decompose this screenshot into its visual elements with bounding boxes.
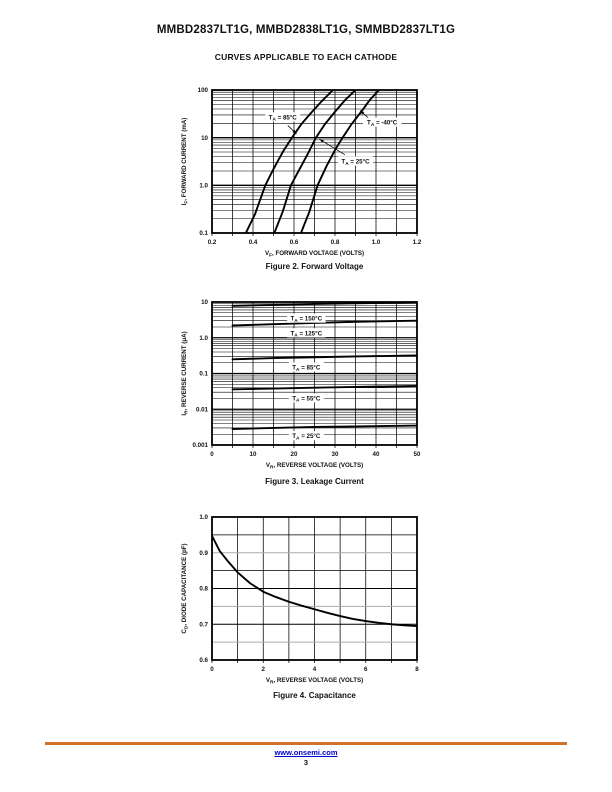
svg-text:6: 6 xyxy=(364,666,368,673)
page-subtitle: CURVES APPLICABLE TO EACH CATHODE xyxy=(214,52,398,62)
svg-text:4: 4 xyxy=(313,666,317,673)
svg-text:TA = 85°C: TA = 85°C xyxy=(292,364,321,372)
svg-text:0.8: 0.8 xyxy=(331,239,340,246)
svg-text:0.4: 0.4 xyxy=(249,239,258,246)
figure2-caption: Figure 2. Forward Voltage xyxy=(265,262,364,271)
svg-text:TA = 25°C: TA = 25°C xyxy=(292,433,321,441)
capacitance-chart: 0 2 4 6 8 1.0 0.9 0.8 0.7 0.6 VR, REVERSE VOLTAGE … xyxy=(181,514,419,685)
svg-text:0.9: 0.9 xyxy=(199,550,208,557)
svg-text:1.2: 1.2 xyxy=(413,239,422,246)
svg-text:50: 50 xyxy=(414,451,421,458)
svg-text:2: 2 xyxy=(262,666,266,673)
svg-text:8: 8 xyxy=(415,666,419,673)
page-number: 3 xyxy=(303,758,309,767)
svg-text:TA = 150°C: TA = 150°C xyxy=(291,315,323,323)
svg-text:CD, DIODE CAPACITANCE (pF): CD, DIODE CAPACITANCE (pF) xyxy=(181,543,189,633)
svg-text:0.01: 0.01 xyxy=(196,406,209,413)
svg-text:1.0: 1.0 xyxy=(199,183,208,190)
svg-text:IF, FORWARD CURRENT (mA): IF, FORWARD CURRENT (mA) xyxy=(181,118,189,206)
svg-text:0: 0 xyxy=(210,666,214,673)
svg-text:TA = 85°C: TA = 85°C xyxy=(269,114,298,122)
page-title: MMBD2837LT1G, MMBD2838LT1G, SMMBD2837LT1… xyxy=(156,24,456,36)
svg-text:0.1: 0.1 xyxy=(199,230,208,237)
svg-text:0.6: 0.6 xyxy=(199,657,208,664)
svg-text:100: 100 xyxy=(198,87,209,94)
svg-text:40: 40 xyxy=(373,451,380,458)
figure2-forward-voltage: 0.2 0.4 0.6 0.8 1.0 1.2 100 10 1.0 0.1 VF, FORWARD… xyxy=(170,82,470,264)
svg-text:10: 10 xyxy=(250,451,257,458)
figure3-caption: Figure 3. Leakage Current xyxy=(265,477,364,486)
svg-text:TA = 55°C: TA = 55°C xyxy=(292,395,321,403)
svg-text:10: 10 xyxy=(201,135,208,142)
footer-rule xyxy=(45,742,567,745)
svg-text:TA = 25°C: TA = 25°C xyxy=(341,158,370,166)
svg-text:0.8: 0.8 xyxy=(199,586,208,593)
svg-text:0.1: 0.1 xyxy=(199,371,208,378)
leakage-current-chart: 0 10 20 30 40 50 10 1.0 0.1 0.01 0.001 VR, REVERSE … xyxy=(181,299,421,470)
svg-text:1.0: 1.0 xyxy=(372,239,381,246)
svg-text:0: 0 xyxy=(210,451,214,458)
figure3-leakage-current: 0 10 20 30 40 50 10 1.0 0.1 0.01 0.001 VR, REVERSE … xyxy=(170,294,470,476)
onsemi-link[interactable]: www.onsemi.com xyxy=(274,748,338,757)
svg-text:0.001: 0.001 xyxy=(193,442,209,449)
forward-voltage-chart: 0.2 0.4 0.6 0.8 1.0 1.2 100 10 1.0 0.1 VF, FORWARD… xyxy=(181,87,422,258)
svg-text:1.0: 1.0 xyxy=(199,335,208,342)
svg-text:30: 30 xyxy=(332,451,339,458)
svg-text:VR, REVERSE VOLTAGE (VOLTS): VR, REVERSE VOLTAGE (VOLTS) xyxy=(266,462,363,470)
svg-text:0.2: 0.2 xyxy=(208,239,217,246)
figure4-caption: Figure 4. Capacitance xyxy=(273,691,356,700)
svg-text:IR, REVERSE CURRENT (μA): IR, REVERSE CURRENT (μA) xyxy=(181,331,189,415)
svg-text:VR, REVERSE VOLTAGE (VOLTS): VR, REVERSE VOLTAGE (VOLTS) xyxy=(266,677,363,685)
figure4-capacitance: 0 2 4 6 8 1.0 0.9 0.8 0.7 0.6 VR, REVERSE VOLTAGE … xyxy=(170,509,470,691)
svg-text:0.7: 0.7 xyxy=(199,621,208,628)
svg-text:10: 10 xyxy=(201,299,208,306)
svg-text:0.6: 0.6 xyxy=(290,239,299,246)
svg-text:1.0: 1.0 xyxy=(199,514,208,521)
svg-text:20: 20 xyxy=(291,451,298,458)
svg-text:VF, FORWARD VOLTAGE (VOLTS): VF, FORWARD VOLTAGE (VOLTS) xyxy=(265,250,364,258)
svg-text:TA = 125°C: TA = 125°C xyxy=(291,330,323,338)
svg-text:TA = -40°C: TA = -40°C xyxy=(367,120,398,128)
